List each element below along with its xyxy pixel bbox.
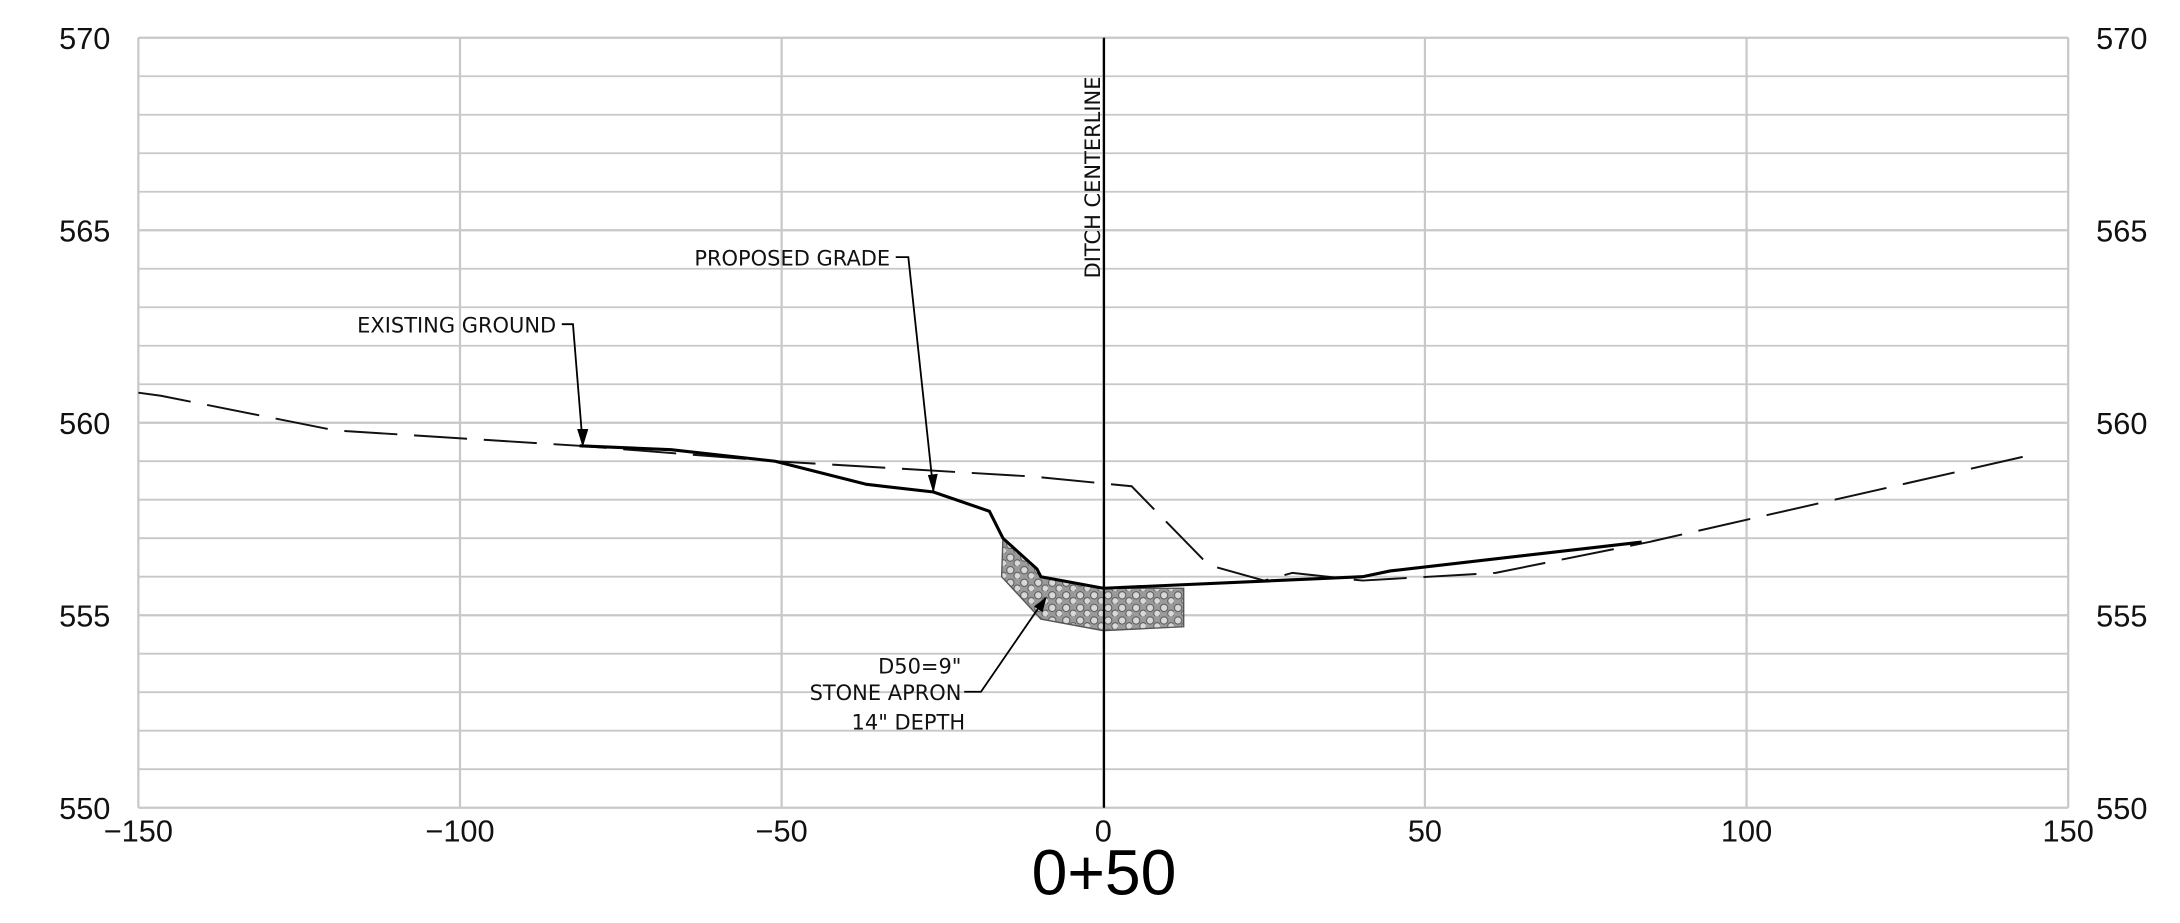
x-tick-label: −100 xyxy=(425,813,494,848)
x-tick-label: 50 xyxy=(1408,813,1442,848)
y2-tick-label: 570 xyxy=(2096,21,2147,56)
centerline-label: DITCH CENTERLINE xyxy=(1081,77,1105,279)
y2-tick-label: 555 xyxy=(2096,598,2147,633)
y2-tick-label: 560 xyxy=(2096,406,2147,441)
x-tick-label: −50 xyxy=(756,813,808,848)
apron-size: D50=9" xyxy=(878,655,961,679)
y-tick-label: 565 xyxy=(59,213,110,248)
series-line xyxy=(579,444,1642,590)
chart-title: 0+50 xyxy=(1032,836,1177,908)
y2-tick-label: 550 xyxy=(2096,791,2147,826)
y-tick-label: 550 xyxy=(59,791,110,826)
y-tick-label: 570 xyxy=(59,21,110,56)
y2-tick-label: 565 xyxy=(2096,213,2147,248)
existing-ground-label: EXISTING GROUND xyxy=(357,314,556,338)
proposed-grade-label: PROPOSED GRADE xyxy=(694,247,890,271)
x-tick-label: 150 xyxy=(2043,813,2094,848)
series-line xyxy=(138,391,2030,582)
x-tick-label: 100 xyxy=(1721,813,1772,848)
leader xyxy=(895,256,935,492)
arrowhead xyxy=(927,473,938,494)
leader xyxy=(964,597,1047,693)
y-tick-label: 555 xyxy=(59,598,110,633)
arrowhead xyxy=(577,429,589,448)
y-tick-label: 560 xyxy=(59,406,110,441)
apron-depth: 14" DEPTH xyxy=(852,710,966,734)
x-tick-label: −150 xyxy=(104,813,173,848)
leader xyxy=(561,323,584,445)
apron-name: STONE APRON xyxy=(810,681,962,705)
x-tick-label: 0 xyxy=(1095,813,1112,848)
